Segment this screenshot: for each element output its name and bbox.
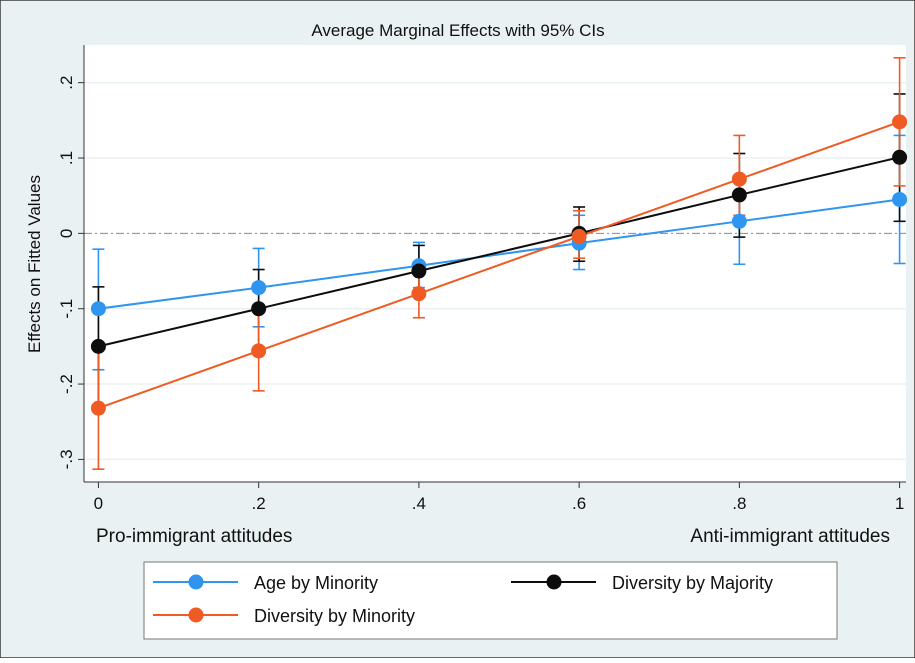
legend-box [143, 561, 838, 640]
y-tick-label: 0 [57, 229, 76, 238]
legend-label-age-by-minority: Age by Minority [254, 573, 378, 593]
line-layer [98, 120, 900, 410]
y-tick-label: .1 [57, 151, 76, 165]
plot-area [84, 45, 906, 482]
series-line-age-by-minority [98, 198, 900, 310]
axes-layer: -.3 -.2 -.1 0 .1 .2 0 .2 .4 .6 .8 1 [57, 45, 906, 513]
y-tick-label: -.2 [57, 374, 76, 394]
y-tick-label: -.3 [57, 449, 76, 469]
x-tick-label: .4 [412, 494, 426, 513]
x-tick-label: .8 [732, 494, 746, 513]
legend-label-diversity-by-majority: Diversity by Majority [612, 573, 773, 593]
data-point-diversity-by-minority [571, 228, 587, 244]
data-point-diversity-by-majority [251, 301, 267, 317]
data-point-diversity-by-majority [892, 149, 908, 165]
x-tick-label: 0 [94, 494, 103, 513]
series-line-diversity-by-minority [98, 120, 900, 410]
y-axis-label: Effects on Fitted Values [25, 175, 44, 353]
x-axis-label-left: Pro-immigrant attitudes [96, 526, 292, 547]
grid-layer [84, 81, 906, 461]
data-point-age-by-minority [251, 280, 267, 296]
data-point-diversity-by-minority [90, 400, 106, 416]
data-point-diversity-by-majority [90, 338, 106, 354]
x-tick-label: .2 [252, 494, 266, 513]
data-point-diversity-by-majority [731, 187, 747, 203]
chart-title: Average Marginal Effects with 95% CIs [311, 21, 604, 40]
data-point-diversity-by-minority [251, 343, 267, 359]
legend: Age by Minority Diversity by Majority Di… [143, 561, 838, 640]
data-point-age-by-minority [90, 301, 106, 317]
data-point-age-by-minority [892, 191, 908, 207]
x-tick-label: 1 [895, 494, 904, 513]
legend-marker-diversity-by-minority [188, 607, 204, 623]
y-tick-label: -.1 [57, 299, 76, 319]
data-point-diversity-by-minority [411, 286, 427, 302]
series-line-diversity-by-majority [98, 156, 900, 348]
legend-marker-diversity-by-majority [546, 574, 562, 590]
data-point-age-by-minority [731, 213, 747, 229]
data-point-diversity-by-majority [411, 263, 427, 279]
point-layer [90, 114, 908, 416]
y-tick-label: .2 [57, 76, 76, 90]
x-tick-label: .6 [572, 494, 586, 513]
legend-marker-age-by-minority [188, 574, 204, 590]
legend-label-diversity-by-minority: Diversity by Minority [254, 606, 415, 626]
x-axis-label-right: Anti-immigrant attitudes [690, 526, 890, 547]
data-point-diversity-by-minority [731, 171, 747, 187]
data-point-diversity-by-minority [892, 114, 908, 130]
